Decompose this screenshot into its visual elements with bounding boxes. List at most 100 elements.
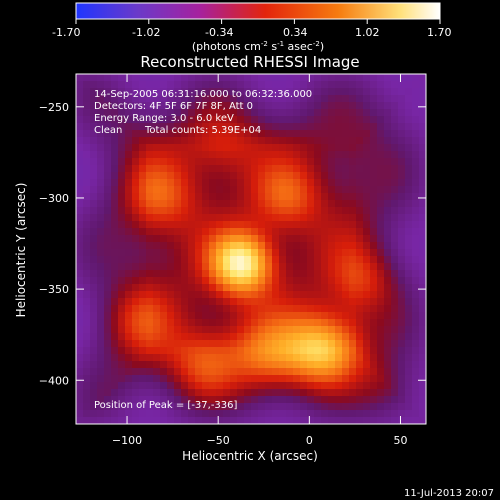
heatmap-cell: [412, 298, 420, 306]
heatmap-cell: [398, 207, 406, 215]
heatmap-cell: [286, 368, 294, 376]
heatmap-cell: [209, 291, 217, 299]
heatmap-cell: [244, 74, 252, 82]
heatmap-cell: [132, 179, 140, 187]
heatmap-cell: [307, 249, 315, 257]
heatmap-cell: [153, 340, 161, 348]
heatmap-cell: [90, 354, 98, 362]
heatmap-cell: [342, 389, 350, 397]
heatmap-cell: [153, 137, 161, 145]
heatmap-cell: [209, 235, 217, 243]
heatmap-cell: [251, 109, 259, 117]
heatmap-cell: [230, 130, 238, 138]
heatmap-cell: [363, 193, 371, 201]
heatmap-cell: [384, 410, 392, 418]
heatmap-cell: [244, 228, 252, 236]
heatmap-cell: [300, 123, 308, 131]
heatmap-cell: [349, 193, 357, 201]
heatmap-cell: [237, 410, 245, 418]
heatmap-cell: [209, 389, 217, 397]
heatmap-cell: [314, 193, 322, 201]
heatmap-cell: [118, 347, 126, 355]
heatmap-cell: [342, 116, 350, 124]
heatmap-cell: [412, 158, 420, 166]
heatmap-cell: [146, 256, 154, 264]
heatmap-cell: [412, 319, 420, 327]
heatmap-cell: [412, 333, 420, 341]
heatmap-cell: [202, 396, 210, 404]
heatmap-cell: [125, 186, 133, 194]
heatmap-cell: [293, 326, 301, 334]
heatmap-cell: [349, 305, 357, 313]
heatmap-cell: [335, 340, 343, 348]
heatmap-cell: [384, 368, 392, 376]
heatmap-cell: [237, 291, 245, 299]
heatmap-cell: [251, 214, 259, 222]
heatmap-cell: [363, 235, 371, 243]
heatmap-cell: [328, 116, 336, 124]
total-counts-text: Total counts: 5.39E+04: [144, 125, 261, 136]
heatmap-cell: [342, 130, 350, 138]
heatmap-cell: [321, 291, 329, 299]
heatmap-cell: [111, 221, 119, 229]
heatmap-cell: [349, 214, 357, 222]
heatmap-cell: [314, 88, 322, 96]
heatmap-cell: [272, 354, 280, 362]
heatmap-cell: [244, 88, 252, 96]
heatmap-cell: [188, 277, 196, 285]
heatmap-cell: [111, 130, 119, 138]
heatmap-cell: [76, 109, 84, 117]
heatmap-cell: [83, 158, 91, 166]
heatmap-cell: [279, 361, 287, 369]
heatmap-cell: [384, 130, 392, 138]
heatmap-cell: [398, 305, 406, 313]
heatmap-cell: [377, 158, 385, 166]
heatmap-cell: [377, 340, 385, 348]
heatmap-cell: [272, 277, 280, 285]
heatmap-cell: [146, 186, 154, 194]
heatmap-cell: [391, 291, 399, 299]
heatmap-cell: [265, 354, 273, 362]
heatmap-cell: [216, 389, 224, 397]
heatmap-cell: [181, 284, 189, 292]
heatmap-cell: [342, 144, 350, 152]
heatmap-cell: [363, 116, 371, 124]
heatmap-cell: [202, 284, 210, 292]
heatmap-cell: [307, 88, 315, 96]
heatmap-cell: [279, 270, 287, 278]
heatmap-cell: [391, 284, 399, 292]
heatmap-cell: [321, 319, 329, 327]
heatmap-cell: [363, 186, 371, 194]
heatmap-cell: [97, 137, 105, 145]
heatmap-cell: [419, 354, 427, 362]
heatmap-cell: [146, 207, 154, 215]
heatmap-cell: [90, 270, 98, 278]
heatmap-cell: [412, 417, 420, 425]
heatmap-cell: [391, 305, 399, 313]
heatmap-cell: [286, 242, 294, 250]
heatmap-cell: [160, 410, 168, 418]
heatmap-cell: [104, 165, 112, 173]
heatmap-cell: [293, 186, 301, 194]
heatmap-cell: [342, 319, 350, 327]
heatmap-cell: [419, 95, 427, 103]
heatmap-cell: [314, 368, 322, 376]
heatmap-cell: [104, 389, 112, 397]
heatmap-cell: [146, 410, 154, 418]
heatmap-cell: [398, 221, 406, 229]
heatmap-cell: [181, 389, 189, 397]
heatmap-cell: [314, 249, 322, 257]
heatmap-cell: [356, 74, 364, 82]
heatmap-cell: [230, 207, 238, 215]
heatmap-cell: [384, 151, 392, 159]
heatmap-cell: [160, 375, 168, 383]
heatmap-cell: [118, 326, 126, 334]
heatmap-cell: [258, 396, 266, 404]
heatmap-cell: [300, 130, 308, 138]
heatmap-cell: [377, 242, 385, 250]
heatmap-cell: [419, 305, 427, 313]
heatmap-cell: [230, 256, 238, 264]
heatmap-cell: [111, 186, 119, 194]
heatmap-cell: [321, 130, 329, 138]
heatmap-cell: [286, 102, 294, 110]
